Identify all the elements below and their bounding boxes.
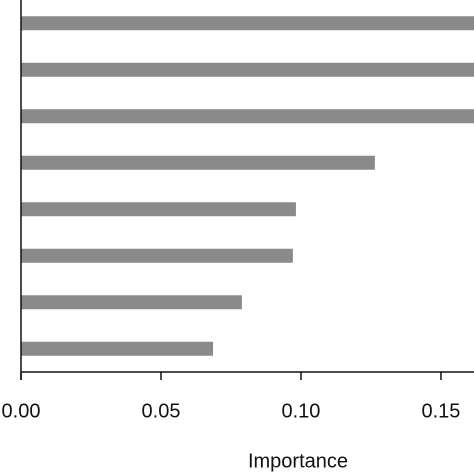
bar — [21, 16, 474, 31]
bar — [21, 341, 214, 356]
x-tick-label: 0.10 — [282, 400, 321, 422]
x-tick-label: 0.00 — [2, 400, 41, 422]
bar — [21, 202, 296, 217]
x-tick-label: 0.15 — [421, 400, 460, 422]
bar — [21, 248, 293, 263]
bar — [21, 109, 474, 124]
bar — [21, 62, 474, 77]
bar — [21, 155, 375, 170]
x-axis-label: Importance — [248, 450, 348, 472]
bar — [21, 295, 242, 310]
x-tick-label: 0.05 — [142, 400, 181, 422]
